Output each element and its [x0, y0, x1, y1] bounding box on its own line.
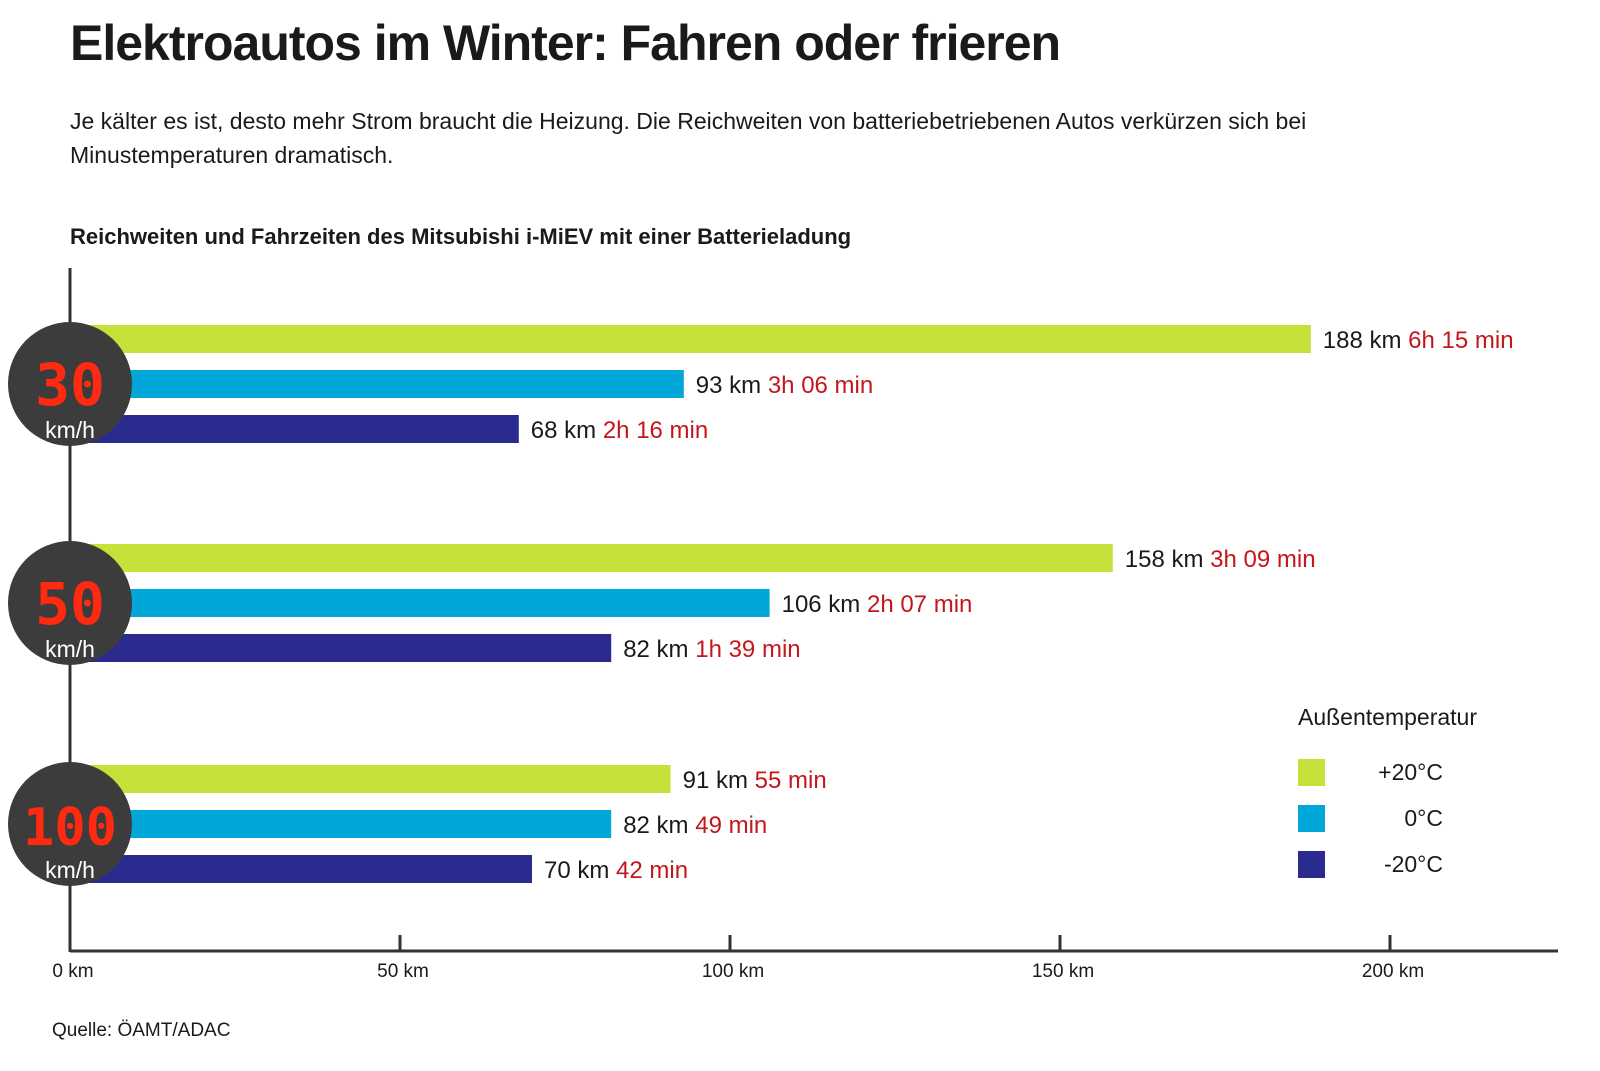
legend-label: -20°C: [1383, 850, 1443, 877]
speed-unit: km/h: [45, 857, 95, 883]
bar-time: 2h 16 min: [603, 417, 708, 444]
x-tick-label: 100 km: [702, 961, 764, 982]
bar: [82, 325, 1311, 353]
bar-time: 42 min: [616, 857, 688, 884]
bar: [82, 810, 612, 838]
speed-badge: [8, 762, 132, 886]
bar-distance: 68 km: [531, 417, 603, 444]
bar: [82, 415, 519, 443]
source-note: Quelle: ÖAMT/ADAC: [52, 1020, 231, 1041]
legend-item: 0°C: [1298, 803, 1477, 833]
bar-time: 49 min: [695, 812, 767, 839]
bar-distance: 82 km: [623, 812, 695, 839]
bar-value-label: 70 km 42 min: [544, 857, 688, 884]
legend-label: 0°C: [1404, 804, 1443, 831]
bar: [82, 765, 671, 793]
bar-value-label: 91 km 55 min: [683, 767, 827, 794]
x-tick-label: 50 km: [377, 961, 429, 982]
speed-value: 30: [35, 351, 105, 419]
chart-title: Reichweiten und Fahrzeiten des Mitsubish…: [70, 224, 852, 249]
bar-value-label: 68 km 2h 16 min: [531, 417, 708, 444]
bar-value-label: 82 km 1h 39 min: [623, 636, 800, 663]
legend: Außentemperatur +20°C 0°C -20°C: [1298, 704, 1477, 895]
bar-value-label: 158 km 3h 09 min: [1125, 546, 1316, 573]
bar: [82, 544, 1113, 572]
bar-time: 6h 15 min: [1408, 327, 1513, 354]
bar-value-label: 82 km 49 min: [623, 812, 767, 839]
bar-distance: 158 km: [1125, 546, 1210, 573]
bar-value-label: 106 km 2h 07 min: [782, 591, 973, 618]
bar-time: 3h 06 min: [768, 372, 873, 399]
bar-distance: 93 km: [696, 372, 768, 399]
bar-distance: 188 km: [1323, 327, 1408, 354]
bar-distance: 106 km: [782, 591, 867, 618]
bar-distance: 91 km: [683, 767, 755, 794]
x-tick-label: 150 km: [1032, 961, 1094, 982]
bar: [82, 370, 684, 398]
bar-time: 55 min: [755, 767, 827, 794]
bar-distance: 70 km: [544, 857, 616, 884]
speed-badge: [8, 541, 132, 665]
legend-swatch: [1298, 804, 1325, 832]
bar-value-label: 188 km 6h 15 min: [1323, 327, 1514, 354]
x-tick-label: 0 km: [52, 961, 93, 982]
x-tick-label: 200 km: [1362, 961, 1424, 982]
bar-time: 3h 09 min: [1210, 546, 1315, 573]
bar-distance: 82 km: [623, 636, 695, 663]
bar-time: 1h 39 min: [695, 636, 800, 663]
bar-value-label: 93 km 3h 06 min: [696, 372, 873, 399]
speed-value: 100: [23, 798, 117, 858]
bar: [82, 855, 532, 883]
bar: [82, 589, 770, 617]
speed-value: 50: [35, 570, 105, 638]
legend-item: -20°C: [1298, 849, 1477, 879]
speed-badge: [8, 322, 132, 446]
bar: [82, 634, 612, 662]
bar-time: 2h 07 min: [867, 591, 972, 618]
page-title: Elektroautos im Winter: Fahren oder frie…: [70, 15, 1061, 71]
legend-title: Außentemperatur: [1298, 704, 1477, 730]
speed-unit: km/h: [45, 417, 95, 443]
legend-swatch: [1298, 758, 1325, 786]
page-subtitle: Je kälter es ist, desto mehr Strom brauc…: [70, 108, 1307, 168]
legend-label: +20°C: [1378, 758, 1443, 785]
speed-unit: km/h: [45, 636, 95, 662]
legend-item: +20°C: [1298, 757, 1477, 787]
legend-swatch: [1298, 850, 1325, 878]
